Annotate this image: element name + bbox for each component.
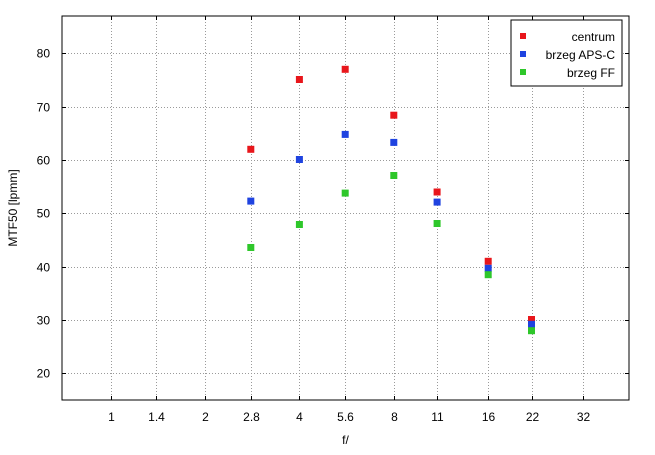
y-tick-label: 70 [37,101,51,115]
point-brzeg-aps-c [295,156,303,163]
x-tick-label: 1 [108,410,115,424]
point-brzeg-ff [390,172,398,179]
y-tick-label: 20 [37,367,51,381]
x-tick-label: 4 [296,410,303,424]
y-tick-label: 60 [37,154,51,168]
legend: centrum brzeg APS-C brzeg FF [510,19,623,87]
legend-marker-centrum [520,33,526,39]
point-brzeg-aps-c [390,138,398,146]
x-tick-label: 32 [577,410,591,424]
point-centrum [484,257,492,265]
legend-label-brzeg-aps-c: brzeg APS-C [546,48,616,62]
point-centrum [295,76,303,83]
point-brzeg-aps-c [528,320,535,328]
y-tick-label: 30 [37,314,51,328]
point-brzeg-ff [295,221,303,228]
legend-marker-brzeg-ff [520,69,526,75]
point-brzeg-aps-c [484,264,492,272]
point-brzeg-aps-c [341,130,349,138]
legend-label-brzeg-ff: brzeg FF [567,66,615,80]
x-tick-label: 22 [526,410,540,424]
legend-marker-brzeg-aps-c [520,51,526,57]
point-centrum [341,65,349,73]
point-centrum [247,145,255,153]
legend-entry-brzeg-aps-c: brzeg APS-C [520,48,615,62]
point-brzeg-ff [528,327,535,335]
x-tick-label: 16 [482,410,496,424]
tick-layer: 1 1.4 2 2.8 4 5.6 8 11 16 22 32 20 30 40 50 60 70 80 [37,16,629,424]
legend-box [510,19,623,87]
point-brzeg-ff [341,189,349,197]
x-tick-label: 5.6 [337,410,354,424]
y-tick-label: 50 [37,207,51,221]
point-brzeg-aps-c [247,197,255,205]
point-centrum [528,316,535,323]
point-brzeg-ff [484,271,492,279]
legend-entry-brzeg-ff: brzeg FF [520,66,615,80]
point-brzeg-aps-c [433,198,441,206]
y-tick-label: 40 [37,261,51,275]
point-brzeg-ff [247,244,255,251]
x-tick-label: 2.8 [243,410,260,424]
x-tick-label: 2 [202,410,209,424]
y-tick-label: 80 [37,47,51,61]
x-tick-label: 11 [431,410,444,424]
x-axis-title: f/ [342,433,349,447]
point-centrum [390,111,398,119]
legend-entry-centrum: centrum [520,30,615,44]
legend-label-centrum: centrum [572,30,615,44]
point-centrum [433,188,441,196]
points-layer [247,65,535,335]
y-axis-title: MTF50 [lpmm] [6,169,20,246]
x-tick-label: 8 [391,410,398,424]
x-tick-label: 1.4 [148,410,165,424]
point-brzeg-ff [433,220,441,227]
